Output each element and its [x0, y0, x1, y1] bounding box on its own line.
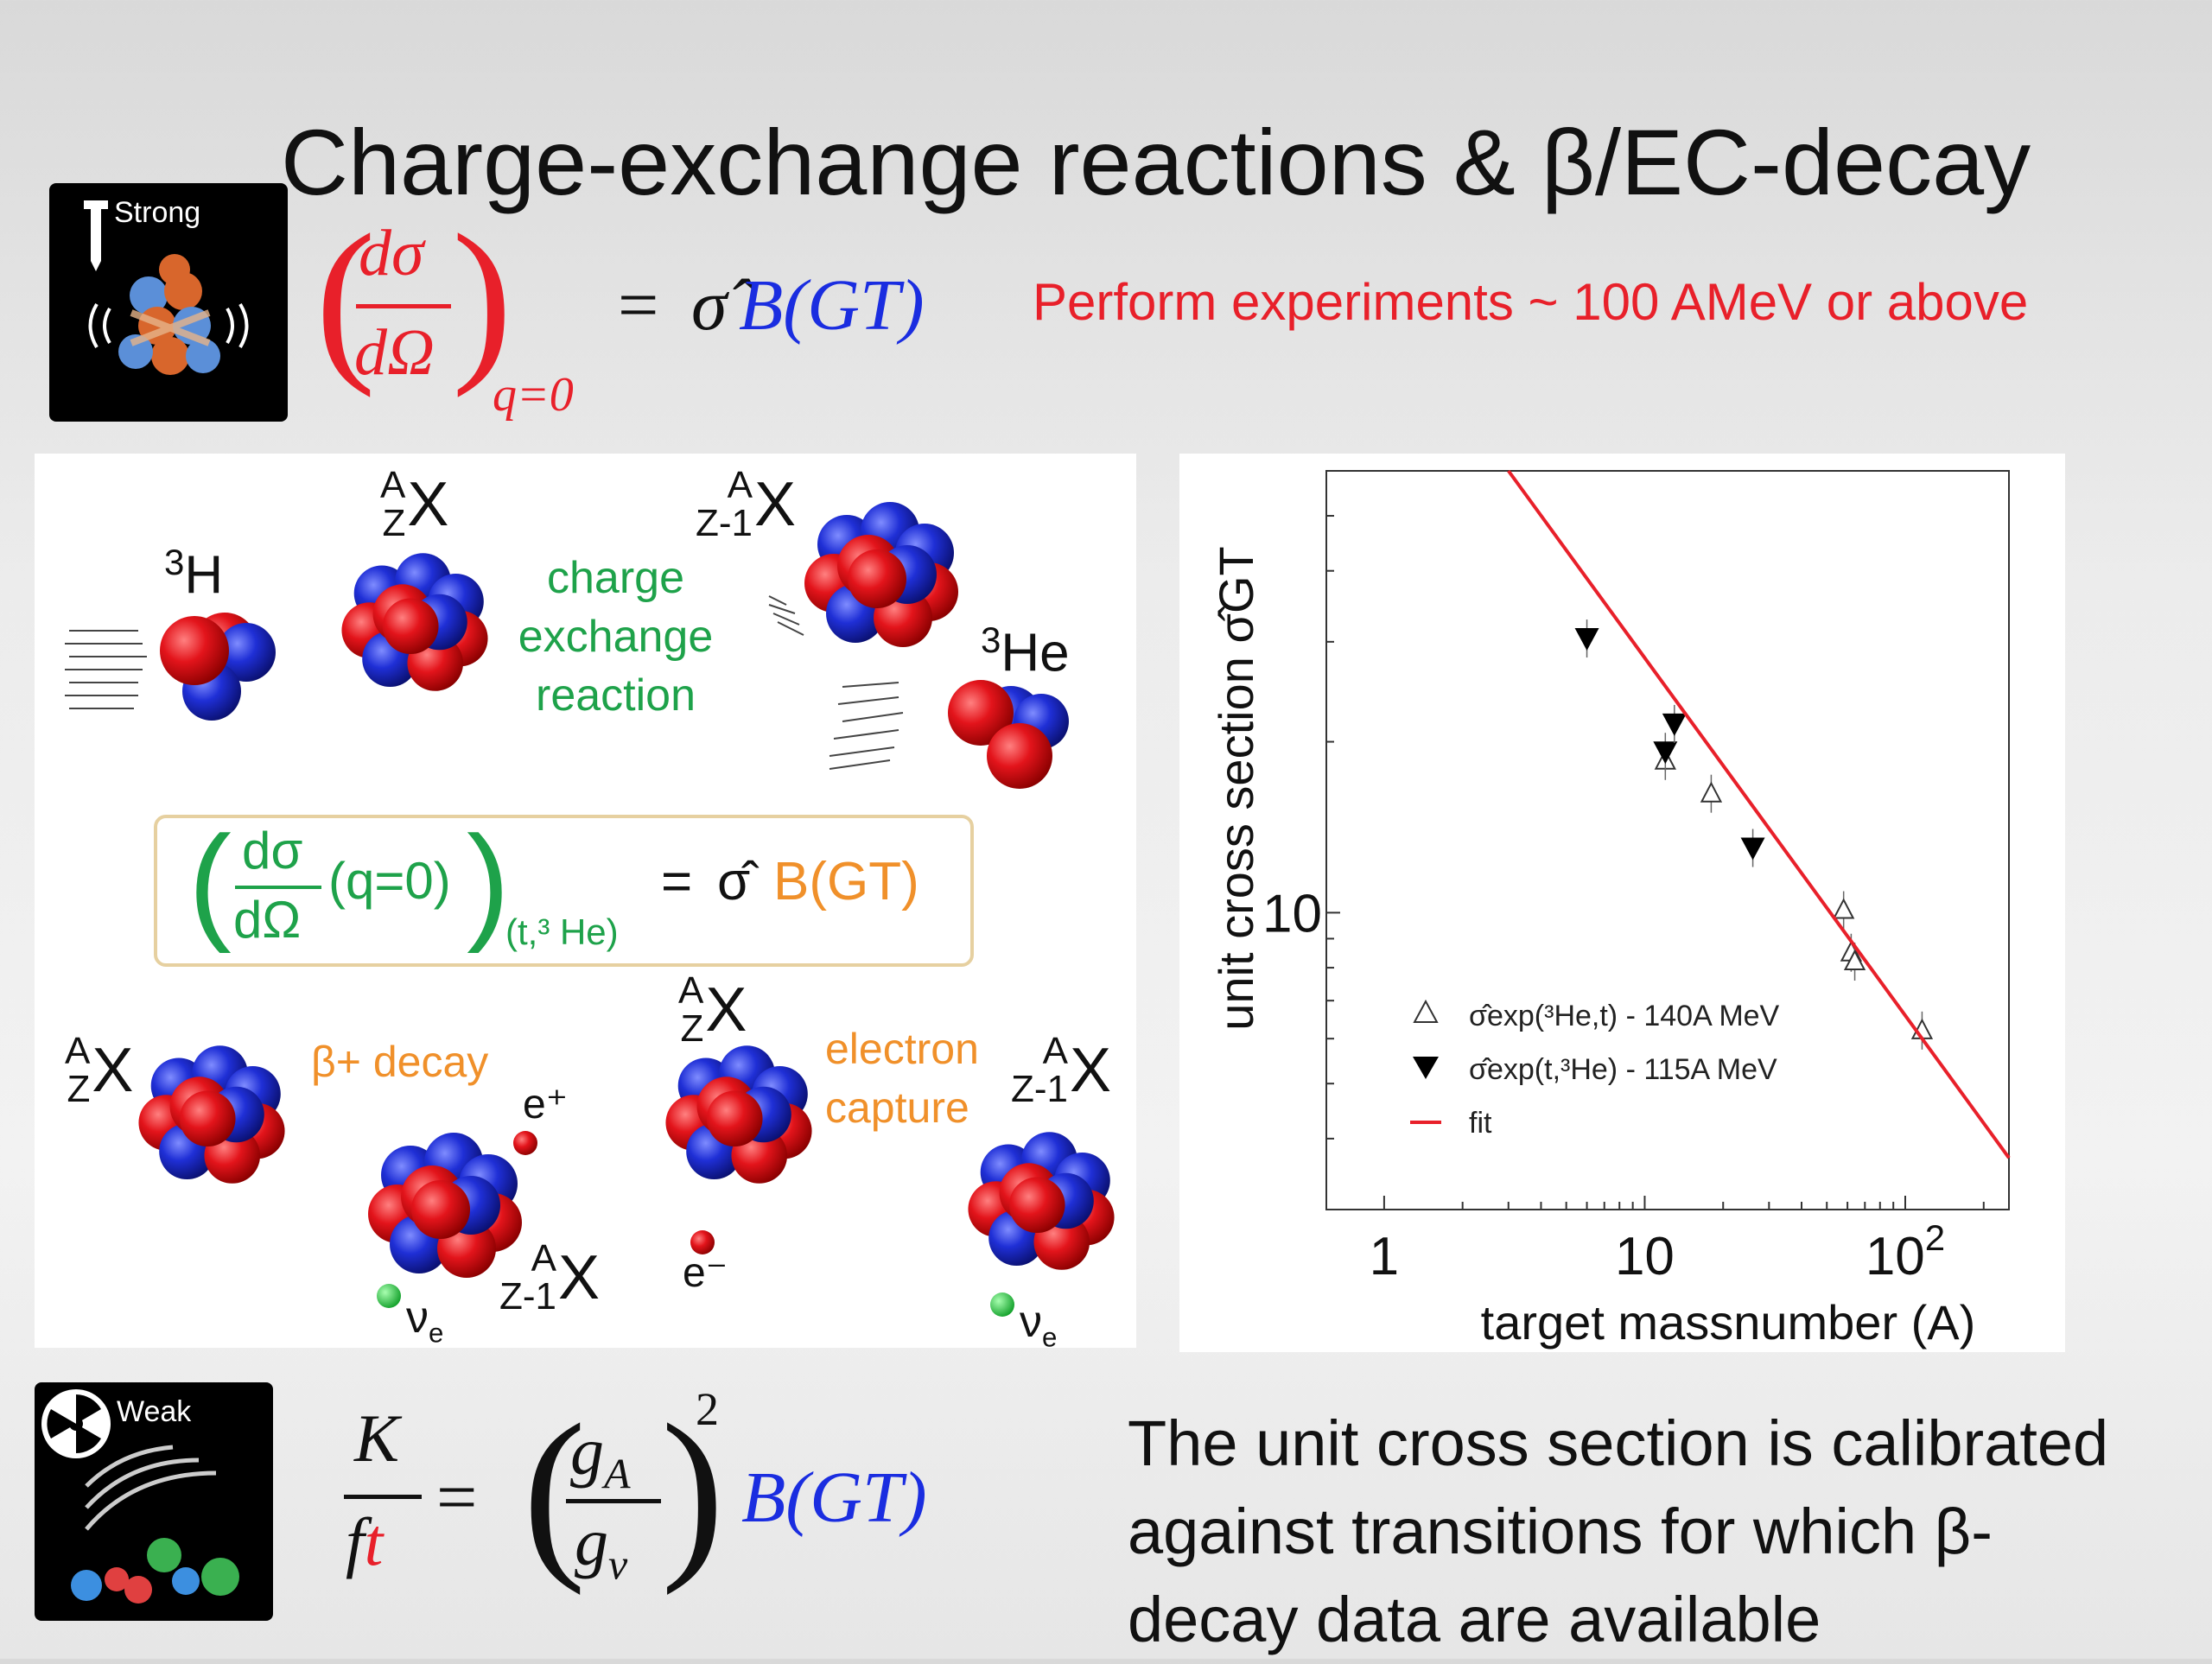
- strong-label: Strong: [114, 196, 200, 229]
- weak-label: Weak: [117, 1395, 192, 1428]
- x-axis-label: target massnumber (A): [1481, 1295, 1976, 1350]
- cx-eq-lparen: (: [188, 809, 232, 954]
- legend-label: σ̂exp(³He,t) - 140A MeV: [1469, 1000, 1780, 1032]
- beta-daughter-label: A Z-1 X: [499, 1237, 601, 1318]
- weak-force-icon: Weak: [35, 1382, 273, 1621]
- y-tick-label: 10: [1262, 884, 1322, 943]
- neutrino-label-left: νe: [406, 1292, 444, 1349]
- cx-eq-equals: =: [661, 852, 693, 911]
- neutrino-label-right: νe: [1020, 1297, 1058, 1353]
- top-eq-domega: dΩ: [354, 316, 435, 389]
- cx-eq-bgt: B(GT): [773, 852, 919, 911]
- x-tick-label: 10: [1615, 1227, 1675, 1286]
- plot-frame: [1325, 470, 2010, 1210]
- strong-force-icon: Strong: [49, 183, 288, 422]
- top-eq-q0: q=0: [493, 368, 574, 422]
- data-point-t-3he: [1740, 837, 1765, 861]
- bottom-eq-bgt: B(GT): [741, 1458, 927, 1538]
- unit-cross-section-chart: 1 10 102 10 target massnumber (A) unit cross …: [1209, 469, 2011, 1350]
- data-point-3he-t: [1843, 949, 1866, 971]
- top-eq-bgt: B(GT): [739, 265, 925, 346]
- bottom-eq-gA: gA: [570, 1413, 631, 1498]
- cx-eq-bar: [235, 886, 321, 889]
- cx-eq-subscript: (t,³ He): [505, 911, 619, 952]
- legend-label: σ̂exp(t,³He) - 115A MeV: [1469, 1053, 1777, 1086]
- beta-parent-nucleus: [138, 1045, 285, 1184]
- bottom-eq-lparen: (: [523, 1385, 587, 1596]
- product-nucleus: [804, 502, 958, 647]
- slide-title: Charge-exchange reactions & β/EC-decay: [281, 110, 2031, 214]
- data-point-3he-t: [1833, 898, 1855, 919]
- bottom-eq-ft: ft: [346, 1504, 384, 1579]
- bottom-eq-gv: gv: [575, 1504, 628, 1589]
- tritium-nucleus: [160, 613, 276, 721]
- top-eq-lparen: (: [315, 198, 376, 398]
- cx-eq-domega: dΩ: [233, 891, 302, 949]
- cx-eq-rparen: ): [467, 809, 510, 954]
- cx-reaction-text: charge exchange reaction: [518, 553, 714, 721]
- beta-decay-label: β+ decay: [311, 1038, 489, 1086]
- bottom-eq-g-bar: [566, 1499, 661, 1503]
- product-label: A Z-1 X: [696, 464, 797, 544]
- top-eq-equals: =: [618, 265, 659, 346]
- y-axis-label: unit cross section σ̂GT: [1209, 546, 1263, 1031]
- calibration-note: The unit cross section is calibrated aga…: [1128, 1407, 2109, 1655]
- positron-ball: [513, 1131, 537, 1155]
- bottom-eq-power: 2: [696, 1383, 719, 1435]
- cx-equation-box: [154, 815, 974, 967]
- bottom-eq-K: K: [354, 1400, 400, 1476]
- bottom-eq-fraction-bar: [344, 1495, 422, 1499]
- ec-parent-nucleus: [665, 1045, 812, 1184]
- cx-eq-dsigma: dσ: [242, 822, 303, 880]
- bottom-eq-rparen: ): [661, 1385, 725, 1596]
- top-eq-dsigma: dσ: [359, 217, 424, 289]
- legend-marker-filled: [1413, 1057, 1439, 1079]
- legend-label: fit: [1469, 1107, 1492, 1140]
- tritium-label: 3H: [164, 542, 224, 606]
- neutrino-ball-left: [377, 1284, 401, 1308]
- helium3-label: 3He: [981, 619, 1070, 683]
- data-point-t-3he: [1653, 741, 1678, 765]
- x-tick-label: 1: [1370, 1227, 1399, 1286]
- top-eq-fraction-bar: [356, 304, 451, 308]
- speed-lines-right: [768, 595, 904, 770]
- data-point-t-3he: [1662, 713, 1687, 736]
- electron-ball: [690, 1230, 715, 1254]
- fit-line: [1507, 469, 2011, 1159]
- bottom-eq-equals: =: [436, 1458, 478, 1538]
- ec-daughter-nucleus: [968, 1132, 1115, 1270]
- electron-label: e⁻: [683, 1250, 728, 1296]
- cx-eq-q: (q=0): [328, 852, 451, 910]
- speed-lines-left: [65, 630, 147, 709]
- x-tick-label: 102: [1866, 1217, 1945, 1286]
- top-eq-rparen: ): [452, 198, 512, 398]
- data-point-t-3he: [1574, 628, 1599, 651]
- neutrino-ball-right: [990, 1292, 1014, 1317]
- cx-eq-sigma: σ̂: [717, 852, 751, 911]
- ec-label: electron capture: [825, 1025, 979, 1132]
- positron-label: e⁺: [523, 1082, 569, 1127]
- reaction-panel-graphics: [65, 502, 1115, 1317]
- legend-marker-open: [1413, 999, 1439, 1023]
- ec-daughter-label: A Z-1 X: [1011, 1030, 1112, 1110]
- top-eq-sigma-hat: σ̂: [691, 265, 728, 346]
- experiment-note: Perform experiments ~ 100 AMeV or above: [1033, 273, 2029, 331]
- target-nucleus: [341, 553, 488, 691]
- helium3-nucleus: [948, 680, 1069, 789]
- data-point-3he-t: [1700, 781, 1723, 803]
